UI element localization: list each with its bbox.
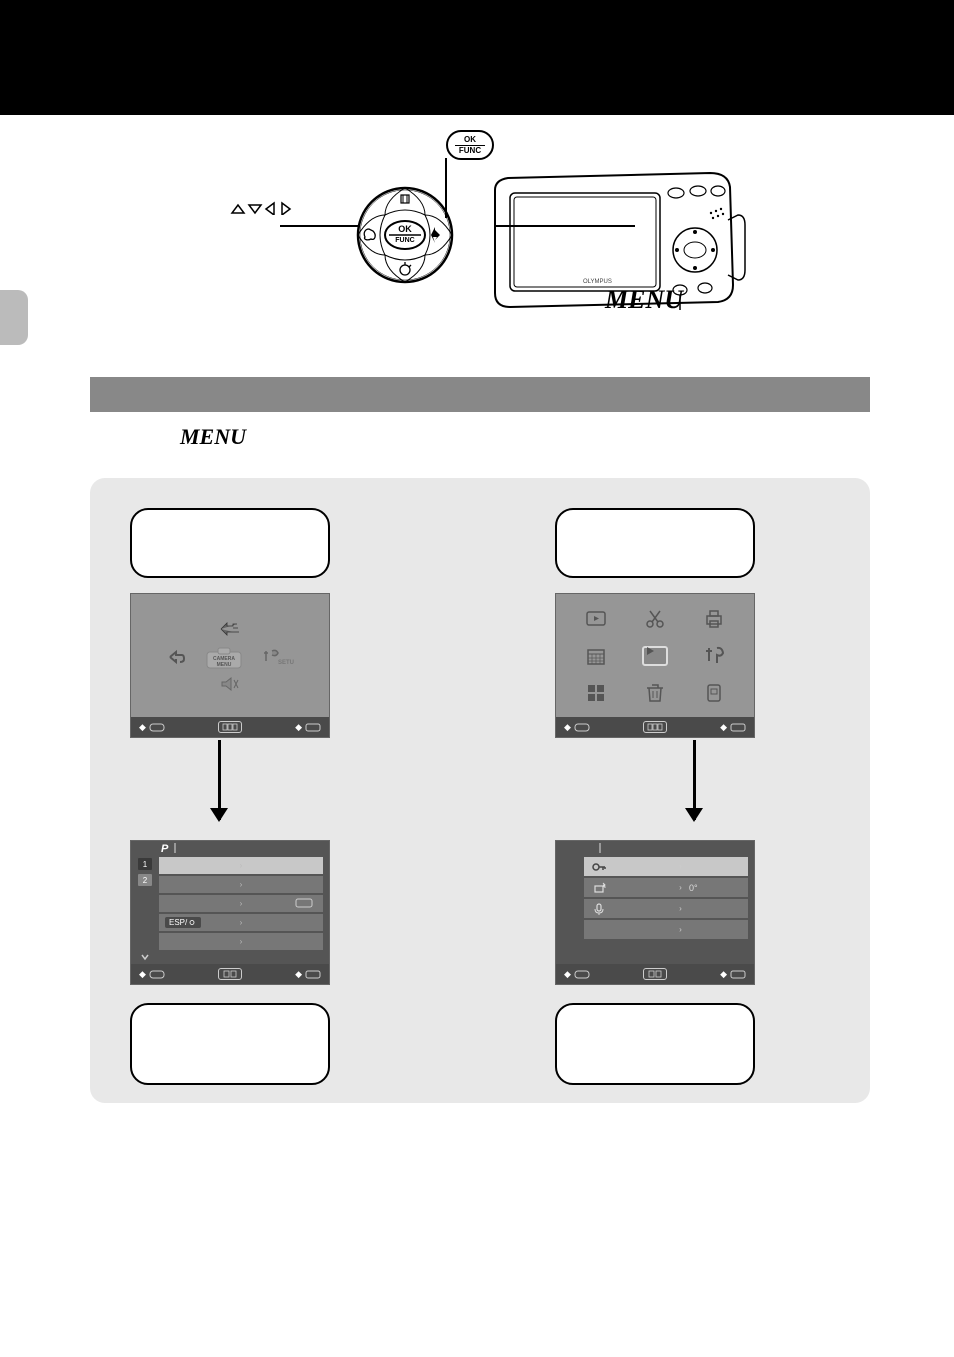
screen-playback-menu-list: › › 0° › › ◆ ◆ [555,840,755,985]
image-quality-icon [219,620,241,638]
menu-row: › [584,857,748,876]
menu-row: › 0° [584,878,748,897]
back-arrow-icon [166,649,186,665]
ok-hint-icon [218,721,242,733]
key-icon [592,861,606,873]
screen-camera-menu-list: P 1 2 › › › ESP/› › ◆ ◆ [130,840,330,985]
back-hint-icon: ◆ [564,969,590,980]
back-hint-icon: ◆ [139,969,165,980]
go-hint-icon: ◆ [720,969,746,980]
down-arrow-icon [141,953,149,961]
go-hint-icon: ◆ [295,969,321,980]
scissors-icon [644,608,666,630]
index-icon [585,682,607,704]
menu-row: › [159,895,323,912]
menu-row: › [159,876,323,893]
trash-icon [644,682,666,704]
rotate-icon [592,882,606,894]
setup-icon: SETUP [262,647,294,667]
caption-box-bottom-left [130,1003,330,1085]
camera-diagram: OK FUNC OK FUNC [0,130,954,340]
card-setup-icon [703,682,725,704]
camera-callout-line [495,225,635,227]
screen-footer: ◆ ◆ [556,717,754,737]
tab-2: 2 [137,873,153,887]
page-header-black [0,0,954,115]
go-hint-icon: ◆ [295,722,321,733]
screen-shooting-topmenu: CAMERAMENU SETUP ◆ ◆ [130,593,330,738]
ok-hint-icon [218,968,242,980]
calendar-icon [585,645,607,667]
func-label: FUNC [459,147,481,155]
callout-line [280,225,358,227]
back-hint-icon: ◆ [139,722,165,733]
section-divider-bar [90,377,870,412]
spot-icon [295,898,313,908]
svg-text:SETUP: SETUP [278,660,294,666]
screen-footer: ◆ ◆ [131,964,329,984]
caption-box-top-left [130,508,330,578]
menu-row: › [584,920,748,939]
screen-playback-topmenu: ◆ ◆ [555,593,755,738]
silent-icon [219,676,241,692]
back-hint-icon: ◆ [564,722,590,733]
menu-row: › [159,857,323,874]
camera-menu-icon: CAMERAMENU [204,644,244,670]
arrow-down-icon [693,740,696,820]
svg-text:MENU: MENU [217,662,232,668]
mode-badge: P [161,843,168,855]
dpad-diagram: OK FUNC [355,185,455,290]
page-tabs: 1 2 [137,857,153,887]
menu-section-label: MENU [180,424,246,450]
caption-box-bottom-right [555,1003,755,1085]
ok-func-callout: OK FUNC [446,130,494,160]
print-icon [703,608,725,630]
ok-hint-icon [643,721,667,733]
mic-icon [592,903,606,915]
svg-text:FUNC: FUNC [395,237,414,244]
slideshow-icon [585,608,607,630]
menu-row: ESP/› [159,914,323,931]
play-icon [642,646,668,666]
screen-footer: ◆ ◆ [556,964,754,984]
ok-label: OK [464,136,476,144]
menu-button-label: MENU [605,285,683,315]
svg-text:OK: OK [398,224,412,234]
menu-row: › [584,899,748,918]
edit-tools-icon [703,645,725,667]
arrow-pad-icon [230,185,300,215]
go-hint-icon: ◆ [720,722,746,733]
esp-badge: ESP/ [165,917,201,928]
ok-hint-icon [643,968,667,980]
caption-box-top-right [555,508,755,578]
menu-row: › [159,933,323,950]
arrow-down-icon [218,740,221,820]
tab-1: 1 [137,857,153,871]
rotate-value: 0° [689,883,698,893]
screen-footer: ◆ ◆ [131,717,329,737]
